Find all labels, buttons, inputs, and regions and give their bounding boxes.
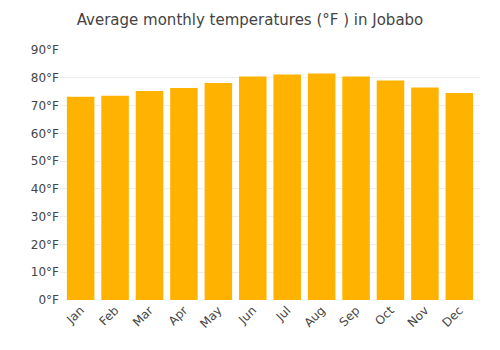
svg-text:90°F: 90°F [31,43,59,57]
svg-text:Jul: Jul [273,303,294,324]
svg-text:40°F: 40°F [31,182,59,196]
svg-text:May: May [197,303,224,330]
svg-text:Sep: Sep [337,303,363,329]
svg-text:Nov: Nov [405,303,431,329]
svg-text:80°F: 80°F [31,71,59,85]
svg-text:Dec: Dec [439,303,465,329]
svg-text:Oct: Oct [372,303,397,328]
svg-text:60°F: 60°F [31,127,59,141]
svg-text:Apr: Apr [166,303,191,328]
svg-text:Jun: Jun [235,303,259,327]
svg-text:70°F: 70°F [31,99,59,113]
svg-text:Jan: Jan [63,303,87,327]
svg-text:50°F: 50°F [31,154,59,168]
svg-text:Feb: Feb [97,303,122,328]
svg-text:30°F: 30°F [31,210,59,224]
svg-text:0°F: 0°F [38,293,59,307]
svg-text:Aug: Aug [302,303,328,329]
svg-text:Average monthly temperatures (: Average monthly temperatures (°F ) in Jo… [77,11,424,29]
svg-text:Mar: Mar [130,303,156,329]
svg-text:10°F: 10°F [31,265,59,279]
svg-text:20°F: 20°F [31,238,59,252]
